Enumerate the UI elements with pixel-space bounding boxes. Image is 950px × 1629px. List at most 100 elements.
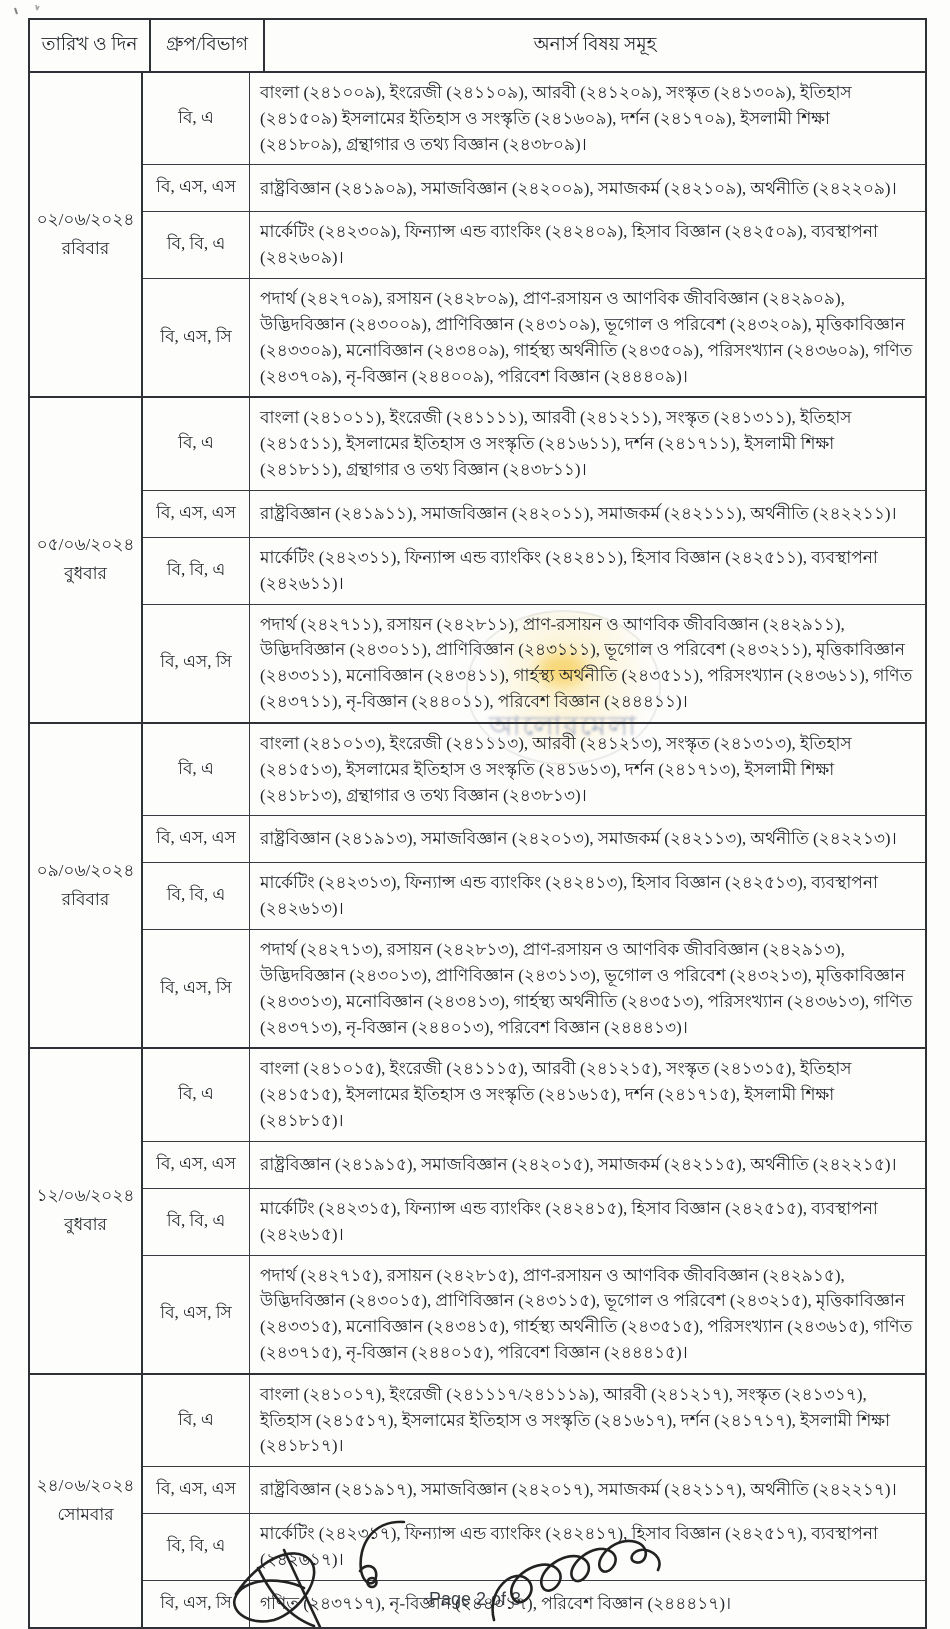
subjects-cell: পদার্থ (২৪২৭১৩), রসায়ন (২৪২৮১৩), প্রাণ-…	[250, 930, 925, 1047]
group-label: বি, এ	[143, 398, 250, 490]
subjects-text: রাষ্ট্রবিজ্ঞান (২৪১৯১৩), সমাজবিজ্ঞান (২৪…	[260, 829, 897, 849]
group-label: বি, এস, এস	[143, 1467, 250, 1514]
subjects-cell: রাষ্ট্রবিজ্ঞান (২৪১৯১৩), সমাজবিজ্ঞান (২৪…	[250, 816, 925, 862]
subjects-cell: রাষ্ট্রবিজ্ঞান (২৪১৯০৯), সমাজবিজ্ঞান (২৪…	[250, 165, 925, 211]
table-row: বি, এস, সি গণিত (২৪৩৭১৭), নৃ-বিজ্ঞান (২৪…	[143, 1580, 925, 1627]
subjects-text: পদার্থ (২৪২৭১৫), রসায়ন (২৪২৮১৫), প্রাণ-…	[260, 1265, 913, 1362]
table-row: বি, এস, এস রাষ্ট্রবিজ্ঞান (২৪১৯১৫), সমাজ…	[143, 1141, 925, 1189]
exam-date: ১২/০৬/২০২৪	[36, 1186, 135, 1206]
exam-date: ০৫/০৬/২০২৪	[36, 535, 135, 555]
subjects-cell: পদার্থ (২৪২৭১৫), রসায়ন (২৪২৮১৫), প্রাণ-…	[250, 1256, 925, 1373]
block-rows: বি, এ বাংলা (২৪১০১৭), ইংরেজী (২৪১১১৭/২৪১…	[143, 1374, 925, 1627]
table-row: বি, এ বাংলা (২৪১০১১), ইংরেজী (২৪১১১১), আ…	[143, 398, 925, 491]
table-header-row: তারিখ ও দিন গ্রুপ/বিভাগ অনার্স বিষয় সমূ…	[30, 20, 925, 73]
table-row: বি, বি, এ মার্কেটিং (২৪২৩১৩), ফিন্যান্স …	[143, 863, 925, 931]
group-label: বি, এ	[143, 1374, 250, 1467]
group-label: বি, এ	[143, 723, 250, 816]
header-group-column: গ্রুপ/বিভাগ	[151, 20, 265, 71]
subjects-text: রাষ্ট্রবিজ্ঞান (২৪১৯১১), সমাজবিজ্ঞান (২৪…	[260, 504, 897, 524]
table-row: বি, এ বাংলা (২৪১০১৫), ইংরেজী (২৪১১১৫), আ…	[143, 1049, 925, 1142]
table-row: বি, এ বাংলা (২৪১০১৭), ইংরেজী (২৪১১১৭/২৪১…	[143, 1374, 925, 1468]
subjects-text: বাংলা (২৪১০১৭), ইংরেজী (২৪১১১৭/২৪১১১৯), …	[260, 1384, 891, 1456]
date-cell: ০৫/০৬/২০২৪ বুধবার	[30, 398, 143, 722]
subjects-cell: বাংলা (২৪১০১১), ইংরেজী (২৪১১১১), আরবী (২…	[250, 398, 925, 489]
header-subjects-column: অনার্স বিষয় সমূহ	[533, 35, 657, 55]
subjects-text: বাংলা (২৪১০১১), ইংরেজী (২৪১১১১), আরবী (২…	[260, 408, 852, 480]
group-label: বি, এ	[143, 1049, 250, 1141]
stray-pen-marks	[14, 4, 40, 15]
exam-day: রবিবার	[61, 238, 110, 258]
group-label: বি, বি, এ	[143, 863, 250, 930]
group-label: বি, এস, সি	[143, 930, 250, 1048]
block-rows: বি, এ বাংলা (২৪১০১১), ইংরেজী (২৪১১১১), আ…	[143, 398, 925, 722]
group-label: বি, এস, এস	[143, 165, 250, 212]
table-body: ০২/০৬/২০২৪ রবিবার বি, এ বাংলা (২৪১০০৯), …	[30, 73, 925, 1627]
block-rows: বি, এ বাংলা (২৪১০০৯), ইংরেজী (২৪১১০৯), আ…	[143, 73, 925, 397]
subjects-text: বাংলা (২৪১০০৯), ইংরেজী (২৪১১০৯), আরবী (২…	[260, 83, 852, 154]
table-row: বি, এ বাংলা (২৪১০০৯), ইংরেজী (২৪১১০৯), আ…	[143, 73, 925, 166]
table-row: বি, বি, এ মার্কেটিং (২৪২৩০৯), ফিন্যান্স …	[143, 212, 925, 280]
group-label: বি, এস, সি	[143, 279, 250, 397]
group-label: বি, বি, এ	[143, 1514, 250, 1580]
table-row: বি, এস, এস রাষ্ট্রবিজ্ঞান (২৪১৯০৯), সমাজ…	[143, 165, 925, 213]
table-row: বি, এস, এস রাষ্ট্রবিজ্ঞান (২৪১৯১৩), সমাজ…	[143, 816, 925, 864]
subjects-text: মার্কেটিং (২৪২৩১৩), ফিন্যান্স এন্ড ব্যাং…	[260, 873, 878, 919]
table-row: বি, বি, এ মার্কেটিং (২৪২৩১৭), ফিন্যান্স …	[143, 1514, 925, 1581]
schedule-block: ০৫/০৬/২০২৪ বুধবার বি, এ বাংলা (২৪১০১১), …	[30, 398, 925, 724]
subjects-text: রাষ্ট্রবিজ্ঞান (২৪১৯১৭), সমাজবিজ্ঞান (২৪…	[260, 1480, 897, 1500]
exam-day: বুধবার	[64, 1215, 107, 1235]
signature-right	[491, 1539, 661, 1622]
page-number-label: Page 2 of 3	[428, 1589, 522, 1609]
group-label: বি, এস, সি	[143, 1255, 250, 1373]
group-label: বি, এস, এস	[143, 1141, 250, 1188]
exam-day: রবিবার	[61, 889, 110, 909]
subjects-cell: মার্কেটিং (২৪২৩১৫), ফিন্যান্স এন্ড ব্যাং…	[250, 1189, 925, 1255]
date-cell: ২৪/০৬/২০২৪ সোমবার	[30, 1374, 143, 1627]
table-row: বি, বি, এ মার্কেটিং (২৪২৩১৫), ফিন্যান্স …	[143, 1188, 925, 1256]
subjects-text: মার্কেটিং (২৪২৩১১), ফিন্যান্স এন্ড ব্যাং…	[260, 547, 878, 593]
exam-day: বুধবার	[64, 564, 107, 584]
exam-day: সোমবার	[57, 1504, 114, 1524]
group-label: বি, এস, সি	[143, 1580, 250, 1627]
header-date-column: তারিখ ও দিন	[30, 20, 151, 71]
block-rows: বি, এ বাংলা (২৪১০১৩), ইংরেজী (২৪১১১৩), আ…	[143, 723, 925, 1048]
group-label: বি, বি, এ	[143, 212, 250, 279]
exam-date: ০৯/০৬/২০২৪	[36, 860, 135, 880]
table-row: বি, এস, সি পদার্থ (২৪২৭১৫), রসায়ন (২৪২৮…	[143, 1255, 925, 1373]
subjects-cell: গণিত (২৪৩৭১৭), নৃ-বিজ্ঞান (২৪৪০১৭), পরিব…	[250, 1581, 925, 1627]
subjects-cell: পদার্থ (২৪২৭০৯), রসায়ন (২৪২৮০৯), প্রাণ-…	[250, 279, 925, 396]
subjects-cell: মার্কেটিং (২৪২৩১৩), ফিন্যান্স এন্ড ব্যাং…	[250, 863, 925, 929]
exam-date: ০২/০৬/২০২৪	[36, 209, 135, 229]
subjects-cell: বাংলা (২৪১০১৫), ইংরেজী (২৪১১১৫), আরবী (২…	[250, 1049, 925, 1140]
subjects-text: মার্কেটিং (২৪২৩০৯), ফিন্যান্স এন্ড ব্যাং…	[260, 222, 878, 268]
signature-left	[232, 1520, 406, 1627]
table-row: বি, এস, সি পদার্থ (২৪২৭১৩), রসায়ন (২৪২৮…	[143, 930, 925, 1048]
subjects-cell: রাষ্ট্রবিজ্ঞান (২৪১৯১৫), সমাজবিজ্ঞান (২৪…	[250, 1142, 925, 1188]
table-row: বি, এস, সি পদার্থ (২৪২৭০৯), রসায়ন (২৪২৮…	[143, 279, 925, 397]
date-cell: ০২/০৬/২০২৪ রবিবার	[30, 73, 143, 397]
subjects-cell: মার্কেটিং (২৪২৩০৯), ফিন্যান্স এন্ড ব্যাং…	[250, 212, 925, 278]
subjects-text: গণিত (২৪৩৭১৭), নৃ-বিজ্ঞান (২৪৪০১৭), পরিব…	[260, 1594, 732, 1614]
table-row: বি, এ বাংলা (২৪১০১৩), ইংরেজী (২৪১১১৩), আ…	[143, 723, 925, 817]
table-row: বি, এস, এস রাষ্ট্রবিজ্ঞান (২৪১৯১১), সমাজ…	[143, 490, 925, 538]
group-label: বি, বি, এ	[143, 1188, 250, 1255]
group-label: বি, বি, এ	[143, 537, 250, 604]
block-rows: বি, এ বাংলা (২৪১০১৫), ইংরেজী (২৪১১১৫), আ…	[143, 1049, 925, 1373]
group-label: বি, এস, এস	[143, 490, 250, 537]
subjects-text: মার্কেটিং (২৪২৩১৫), ফিন্যান্স এন্ড ব্যাং…	[260, 1198, 878, 1244]
schedule-block: ২৪/০৬/২০২৪ সোমবার বি, এ বাংলা (২৪১০১৭), …	[30, 1374, 925, 1627]
table-row: বি, এস, সি পদার্থ (২৪২৭১১), রসায়ন (২৪২৮…	[143, 604, 925, 722]
subjects-cell: রাষ্ট্রবিজ্ঞান (২৪১৯১১), সমাজবিজ্ঞান (২৪…	[250, 491, 925, 537]
date-cell: ১২/০৬/২০২৪ বুধবার	[30, 1049, 143, 1373]
subjects-cell: বাংলা (২৪১০১৩), ইংরেজী (২৪১১১৩), আরবী (২…	[250, 724, 925, 815]
subjects-cell: মার্কেটিং (২৪২৩১১), ফিন্যান্স এন্ড ব্যাং…	[250, 538, 925, 604]
group-label: বি, এস, সি	[143, 604, 250, 722]
subjects-text: রাষ্ট্রবিজ্ঞান (২৪১৯১৫), সমাজবিজ্ঞান (২৪…	[260, 1154, 897, 1174]
exam-date: ২৪/০৬/২০২৪	[36, 1475, 135, 1495]
schedule-block: ০৯/০৬/২০২৪ রবিবার বি, এ বাংলা (২৪১০১৩), …	[30, 723, 925, 1050]
subjects-text: বাংলা (২৪১০১৫), ইংরেজী (২৪১১১৫), আরবী (২…	[260, 1059, 852, 1131]
schedule-block: ১২/০৬/২০২৪ বুধবার বি, এ বাংলা (২৪১০১৫), …	[30, 1049, 925, 1375]
subjects-cell: পদার্থ (২৪২৭১১), রসায়ন (২৪২৮১১), প্রাণ-…	[250, 605, 925, 722]
subjects-cell: রাষ্ট্রবিজ্ঞান (২৪১৯১৭), সমাজবিজ্ঞান (২৪…	[250, 1467, 925, 1513]
